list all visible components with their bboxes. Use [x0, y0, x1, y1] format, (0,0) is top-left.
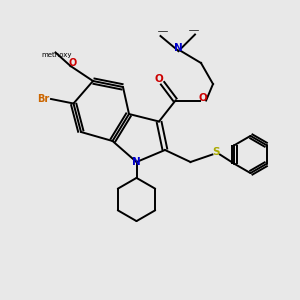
Text: O: O	[154, 74, 164, 85]
Text: Br: Br	[38, 94, 50, 104]
Text: O: O	[69, 58, 77, 68]
Text: methoxy: methoxy	[42, 52, 72, 59]
Text: N: N	[174, 43, 183, 53]
Text: N: N	[131, 157, 140, 167]
Text: O: O	[198, 93, 207, 103]
Text: S: S	[212, 146, 220, 157]
